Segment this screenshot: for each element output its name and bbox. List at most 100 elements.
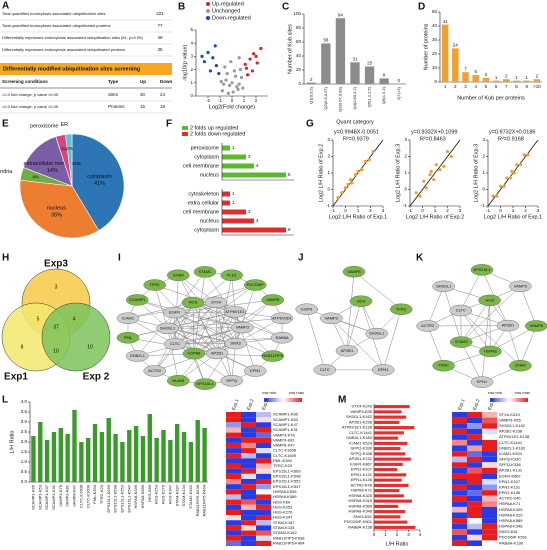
x-tick-label: 0 (373, 532, 376, 537)
point (259, 46, 263, 51)
node-label: TFRC (438, 363, 449, 368)
point (510, 169, 514, 173)
value-label: 1 (232, 191, 235, 196)
node-label: EGFR (169, 310, 180, 315)
edge (174, 312, 273, 357)
heat-cell (482, 456, 497, 463)
heat-cell (452, 423, 467, 429)
edge (216, 275, 232, 354)
pie-category-label: ER (60, 122, 68, 128)
y-tick-label: VAMP3-K55 (350, 409, 372, 414)
panel-label: D (418, 2, 425, 13)
point (356, 169, 360, 173)
panel-label: J (298, 253, 304, 264)
bar (31, 436, 36, 482)
point (418, 194, 422, 198)
point (235, 85, 239, 89)
bar (379, 78, 389, 84)
pie-category-label: nucleus (47, 206, 66, 212)
y-tick-label: CLTC-K1441 (349, 430, 373, 435)
node-label: HSPA8 (484, 348, 498, 353)
node-label: EPS15L1 (197, 381, 215, 386)
bar (168, 440, 173, 482)
y-tick-label: 3.5 (21, 409, 28, 414)
node-label: AP2B1 (341, 348, 354, 353)
point (200, 54, 204, 59)
point (371, 149, 375, 154)
x-tick-label: STAM-K187 (174, 484, 179, 506)
bar (350, 62, 360, 84)
node (365, 327, 388, 340)
point (438, 168, 442, 172)
edge (520, 325, 537, 366)
node-label: STAM2 (198, 269, 212, 274)
node-label: HGS (189, 300, 198, 305)
x-tick-label: 1 (512, 208, 515, 213)
edge (427, 286, 444, 327)
node (116, 332, 140, 344)
y-tick-label: -1 (481, 203, 485, 208)
heat-cell (226, 540, 241, 546)
row-label: HSPA8-K589 (273, 494, 297, 499)
heat-cell (482, 412, 497, 418)
bar (374, 441, 408, 445)
point (224, 78, 228, 82)
heat-cell (226, 458, 241, 464)
point (246, 73, 250, 77)
panel-label: H (2, 253, 9, 264)
point (491, 194, 495, 198)
table-cell: Sites (108, 92, 119, 97)
node-label: EGFR (301, 306, 312, 311)
y-tick-label: 1 (482, 170, 485, 175)
point (220, 89, 224, 93)
heading-band (0, 63, 172, 75)
row-label: HSPA8-K539 (273, 489, 297, 494)
node-label: SFPQ (226, 378, 237, 383)
value-label: 2 (536, 73, 539, 78)
row-label: HGS-K276 (273, 510, 293, 515)
bar (306, 82, 316, 84)
point (336, 196, 340, 200)
bar (86, 438, 91, 482)
bar (99, 432, 105, 482)
y-tick-label: ICAM1-K524 (349, 440, 373, 445)
table-cell: Proteins (108, 104, 125, 109)
x-tick-label: 1 (357, 208, 360, 213)
point (526, 153, 530, 157)
heat-cell (256, 468, 271, 474)
y-tick-label: GNB2L1-K183 (346, 435, 373, 440)
heat-cell (467, 439, 482, 446)
x-tick-label: -1 (408, 208, 412, 213)
bar (335, 18, 346, 85)
legend-label: row max (515, 390, 530, 395)
point (228, 83, 232, 88)
bar (513, 80, 520, 82)
value-label: 1 (495, 75, 498, 80)
row-label: ACTR2-K46 (499, 496, 521, 501)
row-value: 48 (157, 35, 163, 40)
edge (174, 312, 218, 354)
node (509, 359, 532, 372)
heat-cell (226, 442, 241, 449)
venn-set-label: Exp3 (44, 259, 68, 270)
x-tick-label: 2 (369, 208, 372, 213)
column-label: Exp.2 (246, 398, 255, 411)
point (244, 66, 248, 70)
bar (222, 154, 246, 160)
heat-cell (226, 412, 241, 418)
x-tick-label: CLTC-K1608 (78, 484, 83, 508)
x-tick-label: 5 (485, 84, 488, 89)
point (414, 191, 418, 195)
pie-value-label: 4% (32, 174, 39, 179)
heat-cell (241, 530, 256, 536)
bar (222, 191, 230, 197)
edge (520, 286, 537, 327)
heat-cell (467, 417, 482, 424)
node (390, 303, 413, 315)
point (449, 154, 453, 159)
node-label: AP2B1 (502, 323, 515, 328)
node-label: STAM (515, 363, 526, 368)
heat-cell (241, 504, 256, 510)
value-label: 1 (515, 75, 518, 80)
